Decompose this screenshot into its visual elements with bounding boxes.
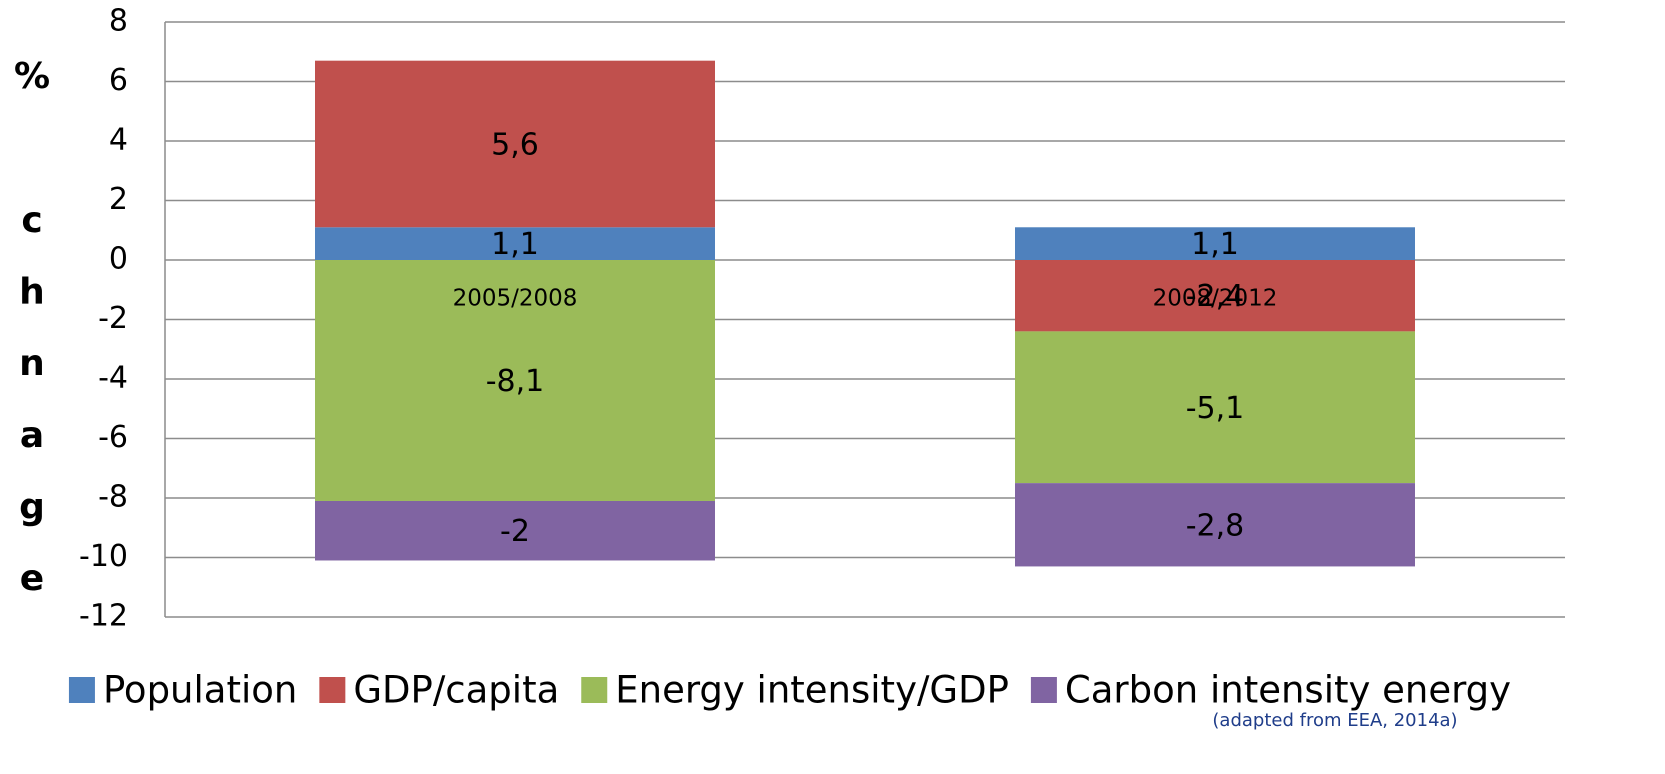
y-axis-label: a: [20, 415, 44, 456]
y-tick-label: 4: [109, 123, 128, 158]
y-tick-label: -8: [98, 480, 128, 515]
value-label: 1,1: [491, 227, 539, 262]
category-label: 2008/2012: [1153, 286, 1278, 312]
y-tick-label: -4: [98, 361, 128, 396]
y-axis-label: e: [20, 558, 44, 599]
legend-label: GDP/capita: [353, 669, 559, 712]
bar-segment: [315, 227, 715, 260]
bar-segment: [1015, 331, 1415, 484]
legend-label: Population: [103, 669, 297, 712]
y-tick-label: -10: [79, 539, 128, 574]
bar-segment: [1015, 260, 1415, 332]
bar-segment: [1015, 483, 1415, 567]
legend-swatch: [319, 677, 346, 703]
y-axis-label: g: [19, 486, 45, 527]
y-tick-label: -2: [98, 301, 128, 336]
y-axis-label: n: [19, 343, 45, 384]
legend-swatch: [1030, 677, 1057, 703]
y-tick-label: 2: [109, 182, 128, 217]
bar-segment: [315, 500, 715, 561]
legend: Population GDP/capita Energy intensity/GDP…: [68, 669, 1511, 712]
y-tick-label: 0: [109, 242, 128, 277]
value-label: -5,1: [1186, 391, 1245, 426]
value-label: -2: [500, 514, 530, 549]
y-axis-label: %: [14, 56, 50, 97]
value-label: -8,1: [486, 364, 545, 399]
value-label: 5,6: [491, 127, 539, 162]
legend-label: Carbon intensity energy: [1065, 669, 1511, 712]
bar-segment: [315, 260, 715, 501]
bar-segment: [315, 60, 715, 228]
y-axis-label: h: [19, 272, 45, 313]
legend-swatch: [581, 677, 608, 703]
value-label: 1,1: [1191, 227, 1239, 262]
y-axis-label: c: [21, 200, 42, 241]
y-tick-label: 6: [109, 63, 128, 98]
category-label: 2005/2008: [453, 286, 578, 312]
bar-segment: [1015, 227, 1415, 260]
source-note: (adapted from EEA, 2014a): [1212, 710, 1457, 731]
y-tick-label: 8: [109, 4, 128, 39]
value-label: -2,4: [1186, 279, 1245, 314]
legend-swatch: [68, 677, 95, 703]
legend-label: Energy intensity/GDP: [615, 669, 1009, 712]
y-tick-label: -12: [79, 599, 128, 634]
y-tick-label: -6: [98, 420, 128, 455]
value-label: -2,8: [1186, 508, 1245, 543]
